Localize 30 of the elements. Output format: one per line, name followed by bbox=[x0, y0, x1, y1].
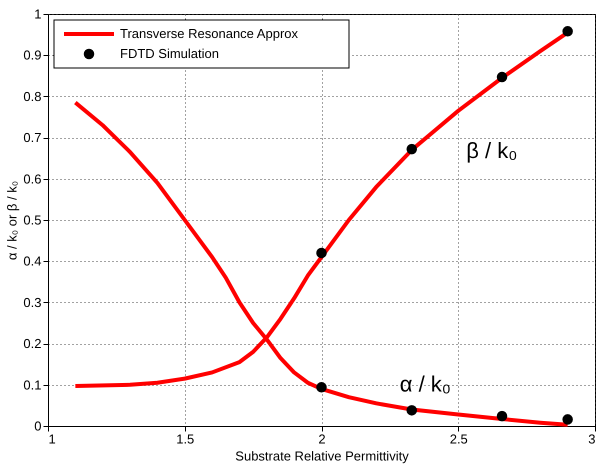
point bbox=[406, 405, 417, 416]
point bbox=[496, 410, 508, 422]
y-tick-label: 0.4 bbox=[23, 254, 42, 269]
x-tick-label: 1 bbox=[48, 432, 56, 446]
y-tick-label: 0.3 bbox=[23, 294, 42, 310]
y-axis-title: α / k₀ or β / k₀ bbox=[4, 180, 20, 260]
x-tick-label: 2.5 bbox=[450, 432, 468, 446]
x-axis-title: Substrate Relative Permittivity bbox=[235, 448, 410, 464]
point bbox=[562, 26, 573, 37]
y-tick-label: 1 bbox=[34, 6, 42, 22]
legend-label: FDTD Simulation bbox=[120, 46, 219, 61]
y-tick-label: 0.7 bbox=[23, 130, 42, 146]
x-tick-label: 2 bbox=[318, 432, 326, 446]
point bbox=[496, 72, 508, 82]
x-tick-label: 3 bbox=[588, 432, 596, 446]
y-tick-label: 0.5 bbox=[23, 212, 42, 228]
annotation: α / k₀ bbox=[400, 372, 451, 397]
y-tick-label: 0.8 bbox=[23, 88, 42, 104]
x-tick-label: 1.5 bbox=[176, 432, 194, 446]
point bbox=[316, 248, 327, 258]
y-tick-label: 0.2 bbox=[23, 336, 42, 352]
y-tick-label: 0.6 bbox=[23, 171, 42, 186]
legend-label: Transverse Resonance Approx bbox=[120, 26, 298, 41]
point bbox=[562, 414, 573, 425]
y-tick-label: 0 bbox=[34, 418, 42, 434]
point bbox=[316, 382, 327, 393]
y-tick-label: 0.1 bbox=[23, 377, 42, 392]
y-tick-label: 0.9 bbox=[23, 48, 42, 63]
point bbox=[406, 144, 417, 154]
annotation: β / k₀ bbox=[466, 138, 518, 163]
